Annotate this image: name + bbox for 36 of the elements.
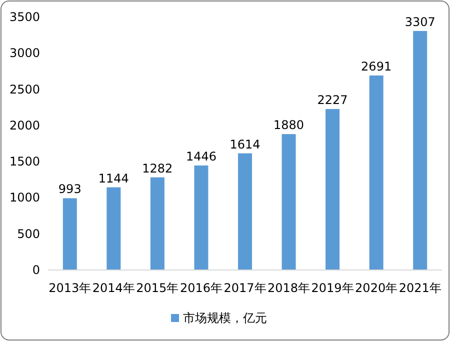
x-tick-label: 2018年 (268, 281, 310, 295)
y-tick-label: 0 (32, 263, 40, 277)
x-tick-label: 2015年 (136, 281, 179, 295)
bar (413, 30, 428, 270)
data-label: 3307 (404, 14, 436, 29)
bar (282, 134, 296, 270)
x-tick-label: 2017年 (224, 281, 266, 295)
x-tick-label: 2014年 (92, 281, 135, 295)
y-tick-label: 1500 (9, 154, 40, 169)
y-tick-label: 500 (17, 226, 40, 241)
bar (369, 75, 384, 270)
data-label: 2227 (317, 93, 348, 108)
data-label: 1144 (98, 171, 129, 186)
legend: 市场规模，亿元 (171, 311, 267, 325)
bar (194, 165, 208, 270)
x-tick-label: 2020年 (355, 281, 398, 295)
y-tick-label: 1000 (9, 190, 40, 205)
bar (106, 187, 121, 270)
x-tick-label: 2019年 (311, 281, 354, 295)
data-label: 1614 (230, 137, 260, 152)
x-tick-label: 2013年 (48, 281, 92, 295)
bar (62, 198, 77, 270)
data-label: 1446 (186, 149, 216, 164)
x-tick-label: 2016年 (180, 281, 222, 295)
bar (150, 177, 164, 270)
y-tick-label: 2000 (9, 118, 40, 132)
x-tick-label: 2021年 (398, 281, 442, 295)
data-label: 1880 (274, 118, 304, 132)
data-label: 1282 (142, 161, 173, 176)
data-label: 993 (58, 182, 82, 196)
data-label: 2691 (361, 59, 392, 74)
y-tick-label: 3500 (9, 10, 40, 24)
y-tick-label: 3000 (9, 46, 40, 60)
bar (238, 153, 252, 270)
bar (326, 109, 340, 270)
y-tick-label: 2500 (9, 82, 40, 96)
